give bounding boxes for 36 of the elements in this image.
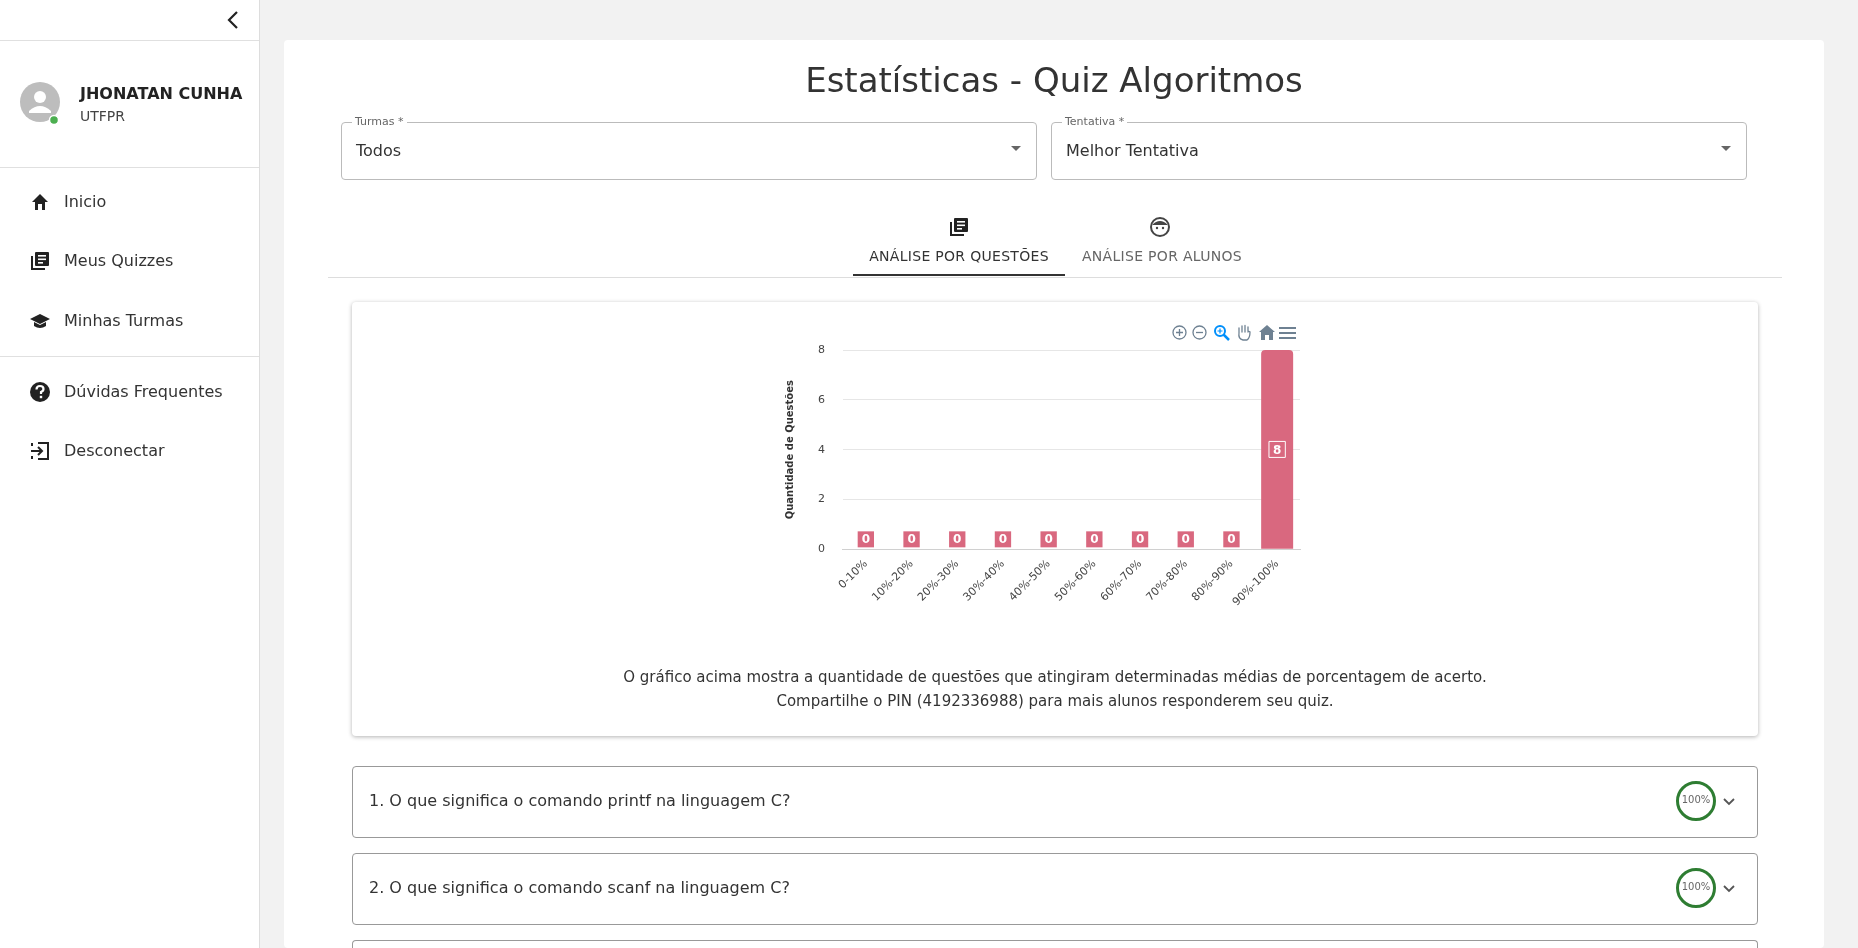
- text: 100%: [1680, 794, 1712, 805]
- text: Melhor Tentativa: [1066, 141, 1199, 160]
- text: Todos: [356, 141, 402, 160]
- data-label: 0: [1090, 532, 1099, 547]
- data-label: 8: [1272, 442, 1282, 457]
- text: Minhas Turmas: [64, 311, 184, 330]
- y-tick-label: 8: [818, 342, 825, 356]
- y-tick-label: 2: [818, 492, 825, 506]
- data-label: 0: [1227, 532, 1236, 547]
- text: O gráfico acima mostra a quantidade de questões que atingiram determinadas médias de porcentagem de acerto.: [622, 668, 1488, 686]
- y-tick-label: 6: [818, 392, 825, 406]
- data-label: 0: [1181, 532, 1190, 547]
- text: JHONATAN CUNHA: [80, 84, 243, 103]
- data-label: 0: [907, 532, 916, 547]
- text: UTFPR: [80, 108, 126, 124]
- text: Inicio: [64, 192, 107, 211]
- y-axis-title: Quantidade de Questões: [783, 380, 795, 520]
- text: Turmas *: [352, 115, 407, 128]
- data-label: 0: [1135, 532, 1145, 547]
- data-label: 0: [1044, 532, 1053, 547]
- data-label: 0: [861, 532, 871, 547]
- chart-title: Estatísticas - Quiz Algoritmos: [804, 60, 1304, 100]
- text: Compartilhe o PIN (4192336988) para mais alunos responderem seu quiz.: [775, 692, 1335, 710]
- data-label: 0: [953, 532, 962, 547]
- text: Meus Quizzes: [64, 251, 174, 270]
- text: Tentativa *: [1062, 115, 1128, 128]
- text: ANÁLISE POR ALUNOS: [1080, 248, 1244, 264]
- y-tick-label: 4: [818, 442, 825, 456]
- text: ANÁLISE POR QUESTÕES: [868, 248, 1050, 264]
- y-tick-label: 0: [818, 542, 825, 556]
- text: 100%: [1680, 881, 1712, 892]
- text: 2. O que significa o comando scanf na linguagem C?: [369, 878, 790, 897]
- text: Dúvidas Frequentes: [64, 382, 223, 401]
- text: Desconectar: [64, 441, 165, 460]
- text: 1. O que significa o comando printf na linguagem C?: [369, 791, 791, 810]
- data-label: 0: [998, 532, 1008, 547]
